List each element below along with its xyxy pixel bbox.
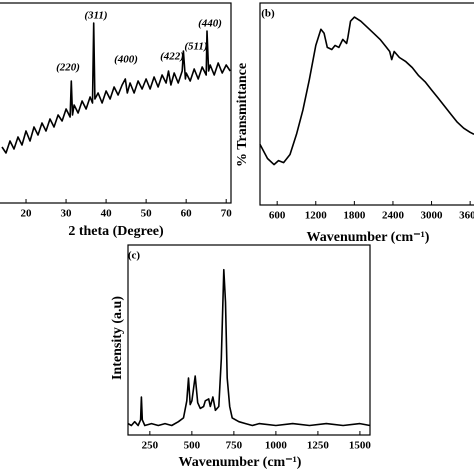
x-tick-label: 1800 (343, 210, 366, 222)
peak-label: (311) (84, 10, 107, 22)
spectrum-line (127, 268, 371, 427)
peak-label: (511) (184, 41, 207, 53)
plot-frame (127, 244, 371, 436)
panel-label: (c) (128, 250, 141, 262)
x-tick-label: 500 (184, 440, 201, 452)
x-tick-label: 1000 (265, 440, 288, 452)
x-tick-label: 600 (269, 210, 286, 222)
x-tick-label: 30 (61, 208, 73, 220)
x-tick-label: 70 (221, 208, 233, 220)
x-tick-label: 40 (101, 208, 113, 220)
x-tick-label: 50 (141, 208, 153, 220)
peak-label: (422) (160, 51, 184, 63)
x-axis-label: Wavenumber (cm⁻¹) (307, 230, 430, 245)
x-tick-label: 750 (226, 440, 243, 452)
x-tick-label: 2400 (382, 210, 405, 222)
x-tick-label: 1200 (305, 210, 328, 222)
plot-frame (259, 2, 474, 206)
spectrum-line (1, 22, 231, 154)
peak-label: (220) (56, 62, 80, 74)
panel-label: (b) (261, 8, 275, 20)
peak-label: (400) (114, 54, 138, 66)
x-tick-label: 1500 (349, 440, 372, 452)
peak-label: (440) (198, 18, 222, 30)
x-axis-label: Wavenumber (cm⁻¹) (179, 455, 302, 470)
x-tick-label: 60 (181, 208, 193, 220)
spectrum-line (259, 16, 474, 166)
y-axis-label: Intensity (a.u) (110, 296, 125, 380)
x-tick-label: 3000 (421, 210, 444, 222)
x-tick-label: 1250 (307, 440, 330, 452)
x-tick-label: 3600 (459, 210, 474, 222)
x-tick-label: 250 (142, 440, 159, 452)
x-tick-label: 20 (21, 208, 33, 220)
plot-frame (0, 2, 232, 204)
x-axis-label: 2 theta (Degree) (68, 224, 164, 239)
y-axis-label: % Transmittance (235, 63, 250, 167)
